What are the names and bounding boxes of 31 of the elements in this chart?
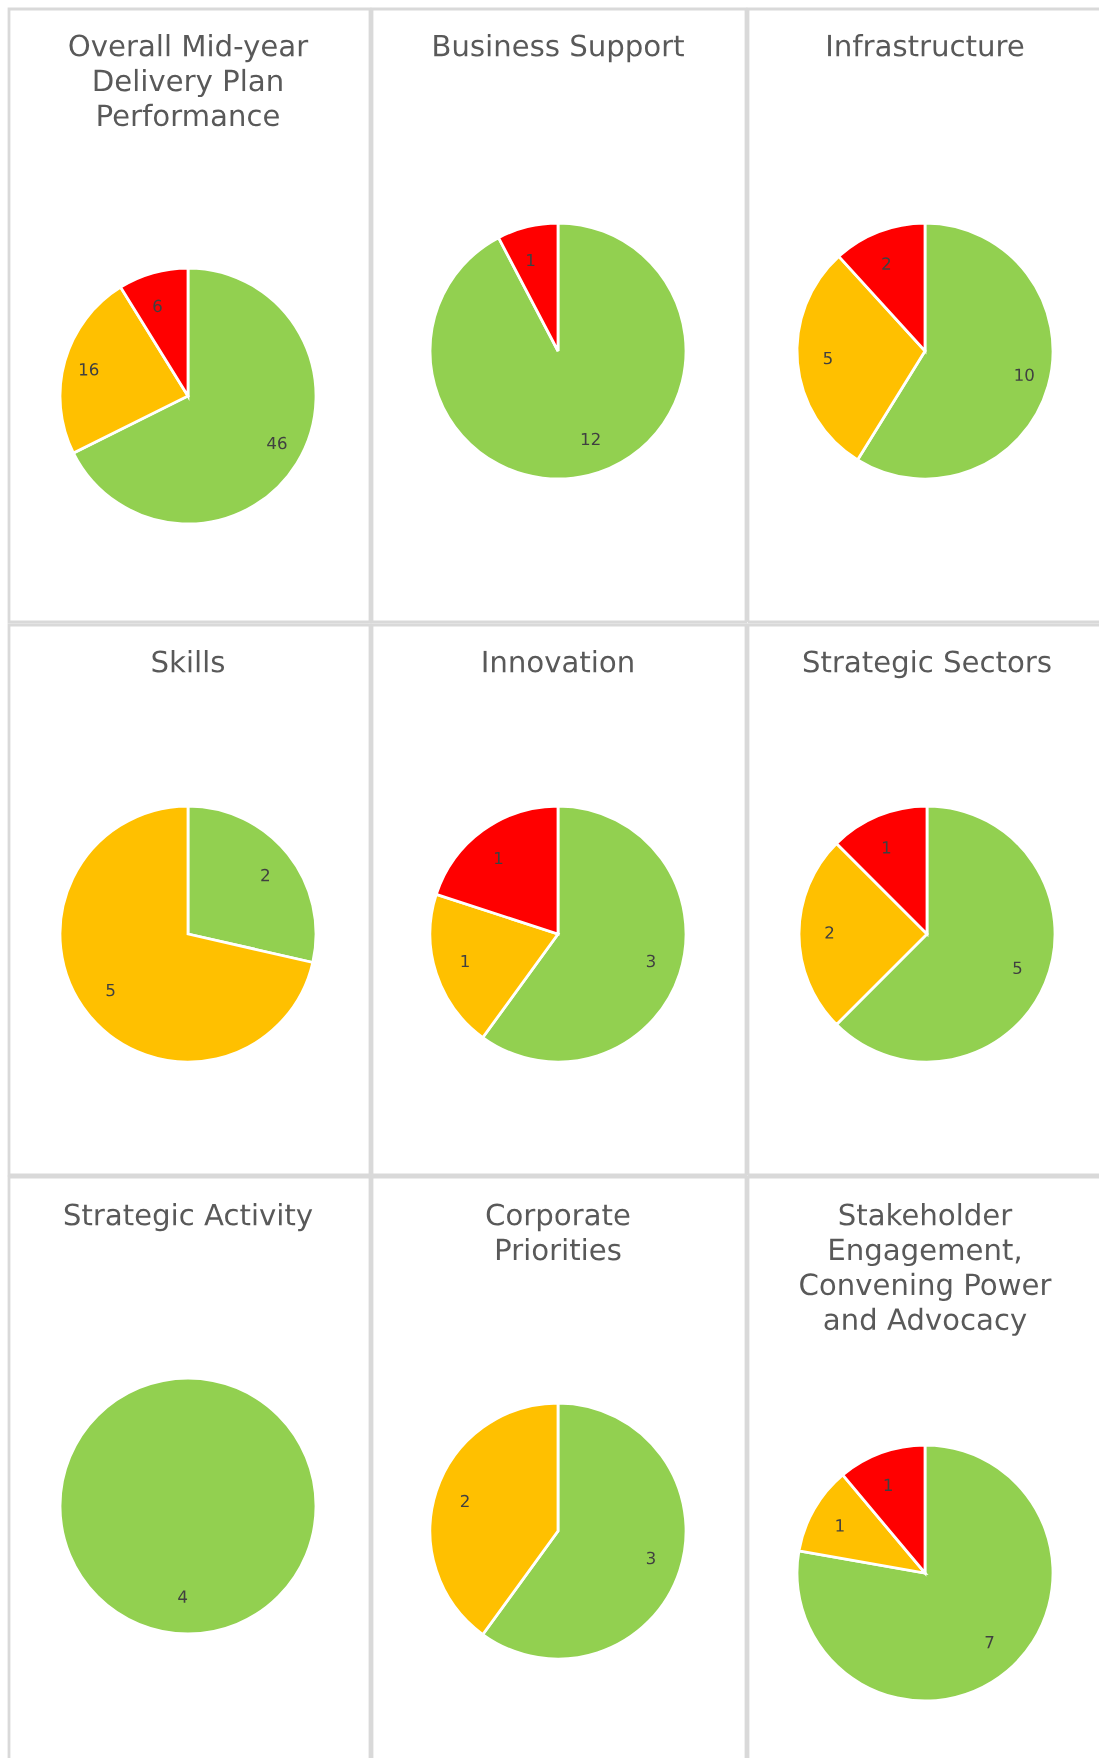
data-label: 7 bbox=[985, 1636, 994, 1649]
data-label: 2 bbox=[460, 1494, 469, 1508]
chart-title: Innovation bbox=[483, 650, 633, 673]
chart-title: Infrastructure bbox=[828, 34, 1024, 57]
data-label: 10 bbox=[1015, 368, 1034, 382]
data-label: 5 bbox=[1013, 961, 1022, 975]
data-label: 1 bbox=[527, 253, 535, 267]
data-label: 5 bbox=[106, 983, 115, 997]
data-label: 1 bbox=[882, 841, 891, 854]
data-label: 3 bbox=[646, 1551, 655, 1565]
data-label: 4 bbox=[178, 1590, 188, 1603]
chart-title: Corporate Priorities bbox=[486, 1203, 630, 1261]
chart-title: Business Support bbox=[434, 34, 684, 63]
data-label: 1 bbox=[884, 1478, 892, 1491]
data-label: 2 bbox=[261, 868, 269, 882]
data-label: 16 bbox=[79, 363, 99, 376]
chart-title: Overall Mid-year Delivery Plan Performance bbox=[69, 34, 309, 127]
data-label: 1 bbox=[461, 954, 469, 968]
data-label: 1 bbox=[495, 851, 503, 865]
data-label: 2 bbox=[882, 257, 891, 270]
data-label: 1 bbox=[836, 1519, 844, 1532]
chart-title: Strategic Activity bbox=[64, 1203, 313, 1232]
chart-title: Skills bbox=[152, 650, 225, 673]
data-label: 12 bbox=[581, 432, 600, 446]
data-label: 46 bbox=[267, 436, 287, 450]
data-label: 2 bbox=[825, 926, 834, 939]
data-label: 3 bbox=[646, 954, 655, 968]
chart-title: Stakeholder Engagement, Convening Power and Advocacy bbox=[800, 1203, 1052, 1336]
data-label: 6 bbox=[153, 299, 162, 313]
data-label: 5 bbox=[823, 351, 832, 365]
chart-title: Strategic Sectors bbox=[803, 650, 1051, 679]
